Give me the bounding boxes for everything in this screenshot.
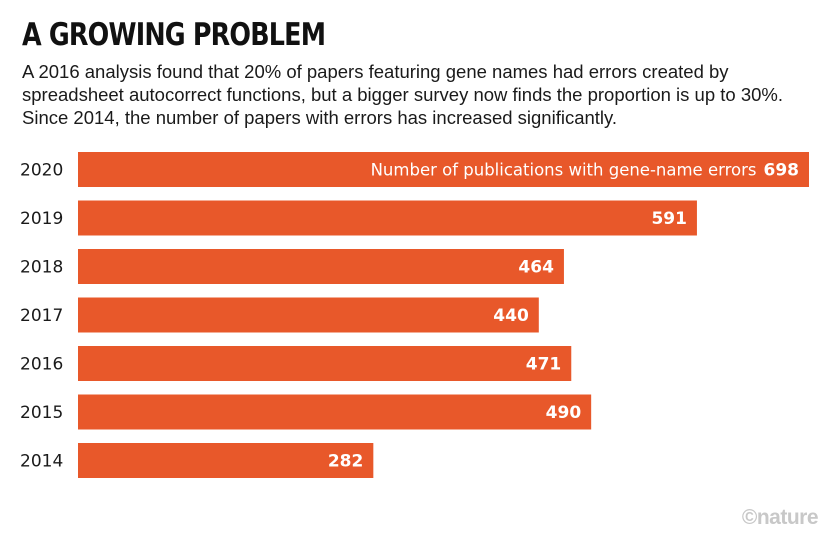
- year-label: 2016: [20, 355, 63, 375]
- year-label: 2017: [20, 306, 63, 326]
- year-label: 2014: [20, 452, 63, 472]
- bar-2017: [78, 297, 539, 333]
- year-label: 2018: [20, 258, 63, 278]
- year-label: 2019: [20, 209, 63, 229]
- year-label: 2015: [20, 403, 63, 423]
- chart-subtitle: A 2016 analysis found that 20% of papers…: [22, 61, 784, 128]
- year-label: 2020: [20, 161, 63, 181]
- value-label: 282: [328, 452, 364, 472]
- bar-2016: [78, 346, 572, 381]
- bar-2015: [78, 394, 592, 430]
- value-label: 698: [764, 161, 800, 181]
- nature-credit: ©nature: [741, 506, 819, 529]
- value-label: 471: [526, 355, 562, 375]
- bar-2014: [78, 443, 374, 478]
- bar-2019: [78, 200, 697, 236]
- value-label: 490: [546, 403, 582, 423]
- chart-title: A GROWING PROBLEM: [22, 17, 326, 53]
- value-label: 591: [651, 209, 687, 229]
- series-name-label: Number of publications with gene-name er…: [371, 161, 757, 180]
- value-label: 440: [493, 306, 529, 326]
- bar-2020: [78, 152, 809, 187]
- bar-2018: [78, 249, 564, 284]
- value-label: 464: [518, 258, 554, 278]
